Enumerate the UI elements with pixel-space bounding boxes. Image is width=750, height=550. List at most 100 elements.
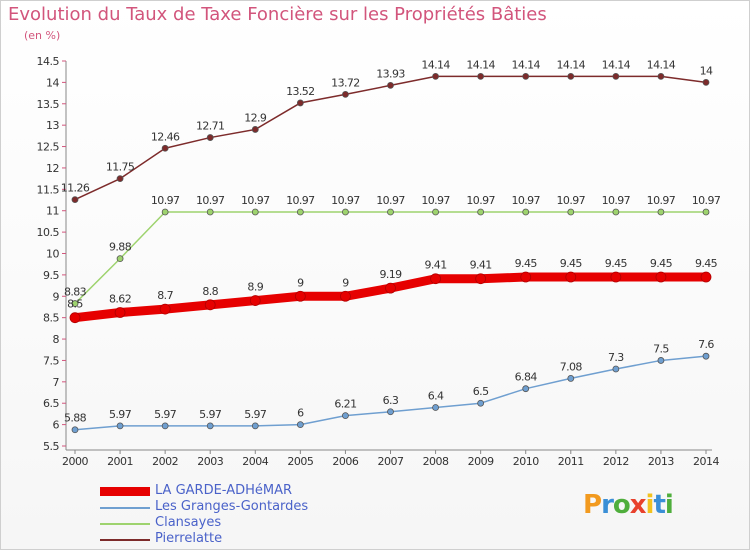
x-tick-label: 2014	[693, 455, 719, 468]
data-label: 10.97	[421, 194, 450, 207]
data-point	[475, 273, 487, 285]
data-point	[612, 208, 620, 216]
data-point	[251, 422, 259, 430]
data-label: 14.14	[602, 58, 631, 71]
data-label: 6	[297, 407, 304, 420]
data-point	[657, 73, 665, 80]
x-tick-label: 2008	[423, 455, 449, 468]
data-label: 9.88	[109, 241, 132, 254]
data-point	[567, 208, 575, 216]
data-point	[116, 255, 124, 263]
data-point	[430, 273, 441, 285]
y-tick-label: 14	[46, 76, 59, 89]
data-point	[612, 365, 620, 373]
data-point	[432, 73, 439, 80]
data-point	[249, 295, 261, 306]
data-point	[702, 352, 710, 360]
data-point	[610, 271, 622, 283]
data-label: 6.5	[473, 385, 489, 398]
y-tick-label: 12	[46, 162, 59, 175]
data-label: 13.52	[286, 85, 315, 98]
data-point	[342, 208, 349, 216]
data-point	[477, 399, 485, 407]
data-label: 9.19	[379, 268, 402, 281]
data-point	[700, 271, 712, 283]
y-tick-label: 9	[53, 290, 60, 303]
x-tick-label: 2001	[107, 455, 133, 468]
data-point	[116, 422, 124, 430]
proxiti-logo: Proxiti	[583, 490, 674, 520]
legend-label: Pierrelatte	[155, 531, 223, 546]
y-tick-label: 12.5	[37, 141, 60, 154]
data-point	[116, 175, 124, 183]
data-point	[387, 408, 394, 416]
data-label: 9.41	[470, 259, 492, 272]
y-tick-label: 10	[46, 248, 59, 261]
data-point	[520, 271, 532, 283]
logo-letter: t	[653, 490, 665, 520]
legend: LA GARDE-ADHéMAR Les Granges-Gontardes C…	[100, 483, 360, 548]
data-label: 10.97	[376, 194, 405, 207]
data-label: 10.97	[692, 194, 721, 207]
data-point	[206, 134, 214, 141]
data-point	[296, 208, 304, 216]
y-tick-label: 5.5	[43, 440, 59, 453]
data-label: 7.3	[608, 351, 624, 364]
x-tick-label: 2012	[603, 455, 629, 468]
data-label: 10.97	[466, 194, 495, 207]
data-label: 6.84	[515, 371, 538, 384]
data-label: 10.97	[331, 194, 360, 207]
data-label: 10.97	[647, 194, 676, 207]
data-point	[702, 78, 710, 86]
y-tick-label: 7.5	[43, 354, 59, 367]
data-label: 9.45	[650, 257, 673, 270]
y-tick-label: 11	[46, 205, 59, 218]
data-point	[161, 208, 169, 216]
y-tick-label: 8	[53, 333, 60, 346]
data-point	[251, 126, 259, 133]
data-label: 14.14	[466, 58, 495, 71]
data-point	[159, 303, 171, 315]
x-tick-label: 2013	[648, 455, 674, 468]
y-tick-label: 9.5	[43, 269, 59, 282]
data-label: 13.93	[376, 67, 405, 80]
data-point	[477, 73, 485, 80]
x-tick-label: 2009	[468, 455, 494, 468]
data-point	[206, 422, 214, 430]
data-label: 9.45	[605, 257, 628, 270]
data-point	[387, 208, 394, 216]
data-label: 10.97	[286, 194, 315, 207]
chart-title: Evolution du Taux de Taxe Foncière sur l…	[8, 4, 547, 25]
data-label: 6.21	[334, 398, 356, 411]
data-point	[612, 73, 620, 80]
legend-swatch	[100, 539, 150, 541]
legend-label: LA GARDE-ADHéMAR	[155, 483, 293, 498]
data-label: 7.08	[560, 360, 583, 373]
x-tick-label: 2005	[287, 455, 313, 468]
logo-letter: x	[629, 490, 647, 520]
data-label: 8.9	[247, 281, 263, 294]
data-point	[657, 357, 665, 364]
data-label: 9.41	[425, 259, 447, 272]
data-point	[114, 307, 126, 318]
data-label: 10.97	[151, 194, 180, 207]
y-tick-label: 6.5	[43, 397, 59, 410]
logo-letter: o	[612, 490, 631, 520]
y-tick-label: 14.5	[37, 55, 60, 68]
x-tick-label: 2010	[513, 455, 539, 468]
data-label: 14.14	[511, 58, 540, 71]
data-point	[567, 375, 575, 382]
x-tick-label: 2002	[152, 455, 178, 468]
data-label: 10.97	[602, 194, 631, 207]
y-tick-label: 7	[53, 376, 60, 389]
data-label: 10.97	[241, 194, 270, 207]
y-axis-unit-label: (en %)	[24, 29, 61, 42]
data-point	[387, 81, 394, 89]
data-label: 8.7	[157, 289, 173, 302]
data-point	[655, 271, 667, 283]
data-point	[342, 90, 349, 98]
legend-label: Les Granges-Gontardes	[155, 499, 309, 514]
data-point	[206, 208, 214, 216]
data-point	[69, 312, 81, 324]
